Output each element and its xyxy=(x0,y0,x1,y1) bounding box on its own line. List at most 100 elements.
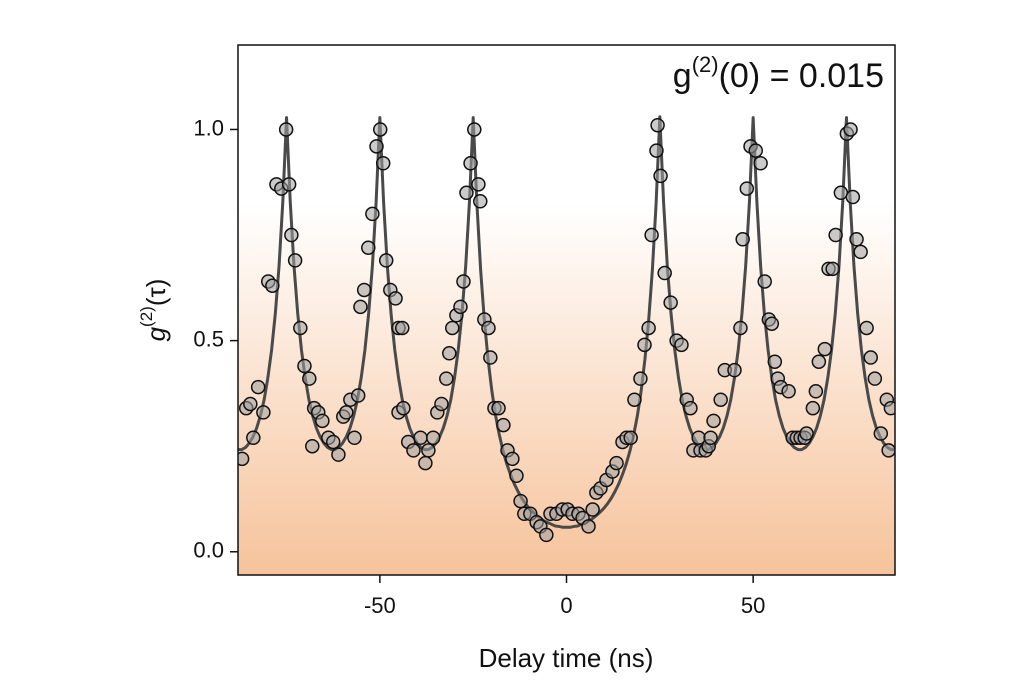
x-axis-label: Delay time (ns) xyxy=(479,643,654,673)
data-point xyxy=(637,337,652,353)
data-point xyxy=(748,143,764,158)
plot-marks xyxy=(238,115,895,543)
data-point xyxy=(849,232,864,247)
data-point xyxy=(627,392,642,407)
data-point xyxy=(781,384,796,399)
data-point xyxy=(863,350,878,365)
data-point xyxy=(325,434,341,450)
data-point xyxy=(473,194,488,209)
data-point xyxy=(256,405,271,420)
data-point xyxy=(456,274,471,289)
data-point xyxy=(805,400,821,416)
data-point xyxy=(293,320,308,336)
data-point xyxy=(727,362,742,378)
data-point xyxy=(764,316,780,331)
data-point xyxy=(653,168,668,184)
data-point xyxy=(347,430,362,445)
data-point xyxy=(817,341,833,357)
data-point xyxy=(439,371,454,386)
data-point xyxy=(434,396,449,412)
data-point xyxy=(459,185,474,201)
data-point xyxy=(811,354,827,369)
data-point xyxy=(287,253,303,268)
data-point xyxy=(369,139,384,154)
data-point xyxy=(331,447,346,462)
data-point xyxy=(767,354,783,369)
data-point xyxy=(505,451,520,467)
data-point xyxy=(246,430,261,445)
data-point xyxy=(881,443,895,458)
data-point xyxy=(867,371,883,386)
data-point xyxy=(859,320,874,336)
data-point xyxy=(753,155,768,171)
y-label-rest: (τ) xyxy=(141,279,171,307)
data-point xyxy=(421,443,436,458)
data-point xyxy=(585,502,600,517)
data-point xyxy=(657,265,672,281)
y-tick-label: 1.0 xyxy=(193,115,224,140)
data-point xyxy=(843,122,858,137)
data-point xyxy=(644,227,659,243)
x-tick-label: 0 xyxy=(560,593,572,618)
data-point xyxy=(733,320,748,336)
data-point xyxy=(496,417,511,433)
data-point xyxy=(735,232,750,247)
data-point xyxy=(491,400,506,416)
x-tick-label: -50 xyxy=(364,593,396,618)
data-point xyxy=(250,379,266,395)
plot-area xyxy=(238,45,895,575)
data-point xyxy=(353,299,368,315)
data-point xyxy=(463,155,478,171)
data-point xyxy=(509,468,524,484)
data-point xyxy=(833,185,849,201)
data-point xyxy=(663,295,678,310)
data-point xyxy=(284,227,299,243)
data-point xyxy=(305,438,320,454)
data-point xyxy=(425,430,441,445)
y-tick-label: 0.0 xyxy=(193,538,224,563)
fit-line xyxy=(238,115,895,529)
x-tick-label: 50 xyxy=(741,593,765,618)
data-point xyxy=(471,177,486,192)
annotation: g(2)(0) = 0.015 xyxy=(673,52,884,95)
data-point xyxy=(739,181,755,196)
data-point xyxy=(757,274,772,289)
data-point xyxy=(633,371,648,386)
data-point xyxy=(297,358,312,374)
data-point xyxy=(609,455,624,471)
data-point xyxy=(674,337,689,353)
data-point xyxy=(395,320,410,336)
data-point xyxy=(281,177,297,192)
data-point xyxy=(483,350,498,365)
data-point xyxy=(706,413,721,429)
data-point xyxy=(372,122,388,137)
data-point xyxy=(539,527,554,543)
data-point xyxy=(683,400,698,416)
y-axis-label: g(2)(τ) xyxy=(137,279,170,342)
data-point xyxy=(445,320,460,336)
data-point xyxy=(442,346,457,361)
annotation-base: g xyxy=(673,57,692,95)
data-point xyxy=(828,227,843,243)
data-point xyxy=(825,261,840,277)
data-point xyxy=(873,426,889,441)
data-point xyxy=(265,278,280,293)
data-point xyxy=(365,206,380,222)
data-point xyxy=(278,122,294,137)
data-point xyxy=(703,430,718,445)
data-point xyxy=(513,493,528,509)
data-point xyxy=(243,396,258,412)
data-point xyxy=(581,519,596,534)
data-point xyxy=(799,426,814,441)
data-point xyxy=(388,291,403,306)
data-point xyxy=(883,400,895,416)
data-point xyxy=(396,400,411,416)
data-point xyxy=(413,430,428,445)
y-label-sup: (2) xyxy=(137,306,156,327)
data-point xyxy=(649,143,664,158)
data-point xyxy=(361,240,376,255)
data-point xyxy=(406,443,421,458)
data-point xyxy=(356,282,372,298)
data-point xyxy=(713,392,728,407)
